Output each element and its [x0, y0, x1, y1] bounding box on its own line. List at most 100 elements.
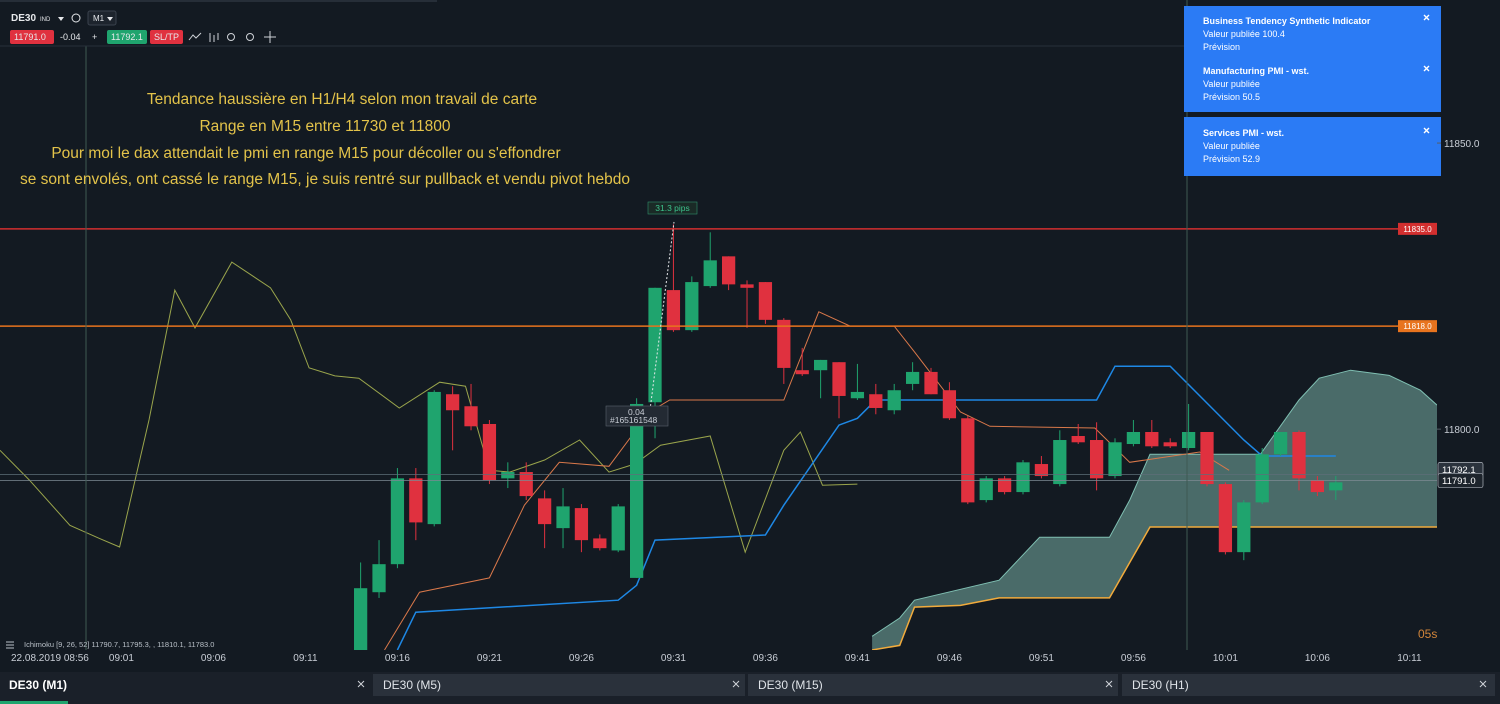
zoom-in-icon[interactable]: [246, 33, 254, 41]
x-tick-label: 09:11: [293, 653, 318, 664]
sltp-button[interactable]: [150, 30, 183, 44]
symbol[interactable]: DE30: [11, 13, 36, 24]
candle-body: [1273, 431, 1288, 455]
sell-button[interactable]: [10, 30, 54, 44]
level-tag-label: 11818.0: [1403, 322, 1432, 331]
tab-bg[interactable]: [748, 674, 1118, 696]
spread: -0.04: [60, 32, 81, 42]
tab-close[interactable]: [732, 680, 740, 688]
timer: 05s: [1418, 627, 1437, 641]
candle-body: [1255, 454, 1269, 503]
zoom-out-icon[interactable]: [227, 33, 235, 41]
dropdown-icon[interactable]: [107, 17, 113, 21]
x-tick-label: 10:11: [1397, 653, 1422, 664]
level-tag-label: 11835.0: [1403, 225, 1432, 234]
level-tag: [1398, 222, 1437, 235]
active-tab-indicator: [0, 701, 68, 704]
price-tag-label: 11792.1: [1442, 465, 1476, 476]
tab-close[interactable]: [1479, 680, 1487, 688]
candle-body: [850, 391, 865, 399]
move-icon[interactable]: [264, 31, 276, 43]
notification-box[interactable]: [1184, 6, 1441, 112]
x-tick-label: 09:46: [937, 653, 962, 664]
candle-body: [997, 478, 1012, 493]
candle-body: [519, 472, 533, 497]
info-icon[interactable]: [71, 13, 81, 23]
x-tick-label: 09:26: [569, 653, 594, 664]
tab-bg[interactable]: [1122, 674, 1495, 696]
notification-box[interactable]: [1184, 117, 1441, 176]
timeframe-box[interactable]: [87, 10, 117, 26]
plot-content: [0, 224, 1437, 650]
chart-type-icon[interactable]: [188, 32, 202, 41]
x-tick-label: 09:01: [109, 653, 134, 664]
candle-body: [1181, 431, 1196, 449]
candle-body: [1218, 484, 1233, 553]
candle-body: [666, 290, 681, 331]
dropdown-icon[interactable]: [58, 17, 64, 21]
published-label: Valeur publiée: [1203, 29, 1260, 39]
buy-button[interactable]: [107, 30, 147, 44]
indicator-legend: Ichimoku [9, 26, 52] 11790.7, 11795.3, ,…: [24, 640, 214, 649]
tab[interactable]: DE30 (M5): [383, 678, 441, 692]
measure-box: [647, 201, 698, 215]
x-tick-label: 09:36: [753, 653, 778, 664]
candle-body: [1016, 462, 1030, 493]
candle-body: [611, 506, 625, 551]
candle-body: [1034, 464, 1049, 477]
x-tick-label: 09:51: [1029, 653, 1054, 664]
order-box: [605, 405, 669, 427]
measure-change: 0.04: [628, 407, 645, 417]
candle-body: [1071, 436, 1085, 443]
notification-published: Valeur publiée: [1203, 79, 1260, 89]
chikou-line: [0, 261, 858, 554]
toolbar: DE30 IND M1 11791.0 -0.04 + 11792.1 SL/T…: [10, 10, 276, 44]
indicators-icon[interactable]: [209, 33, 219, 42]
candle-body: [961, 418, 975, 503]
symbol-badge: IND: [40, 17, 51, 23]
ask-price[interactable]: 11792.1: [111, 32, 143, 42]
forecast-value: 52.9: [1243, 154, 1261, 164]
candle-body: [758, 282, 773, 320]
notification-published: Valeur publiée 100.4: [1203, 29, 1285, 39]
tab[interactable]: DE30 (H1): [1132, 678, 1189, 692]
candle-body: [924, 371, 938, 395]
tab[interactable]: DE30 (M15): [758, 678, 823, 692]
tab[interactable]: DE30 (M1): [9, 678, 67, 692]
candle-body: [482, 423, 497, 481]
plus[interactable]: +: [92, 32, 97, 42]
timeframe[interactable]: M1: [93, 14, 105, 23]
x-tick-label: 10:06: [1305, 653, 1330, 664]
annotation: se sont envolés, ont cassé le range M15,…: [20, 171, 630, 188]
notification-published: Valeur publiée: [1203, 141, 1260, 151]
candle-body: [1145, 431, 1159, 447]
candle-body: [574, 508, 589, 541]
sltp[interactable]: SL/TP: [154, 32, 179, 42]
close-icon[interactable]: [1423, 65, 1430, 72]
tab-close[interactable]: [1105, 680, 1113, 688]
candle-body: [1200, 431, 1214, 485]
close-icon[interactable]: [1423, 127, 1430, 134]
annotation: Tendance haussière en H1/H4 selon mon tr…: [147, 91, 537, 108]
candle-body: [832, 362, 846, 396]
tab-bg[interactable]: [373, 674, 745, 696]
span_a-line: [871, 369, 1437, 637]
candle-body: [556, 506, 570, 529]
candle-body: [1310, 480, 1325, 493]
annotation: Pour moi le dax attendait le pmi en rang…: [51, 145, 560, 162]
candle-body: [1108, 442, 1122, 477]
close-icon[interactable]: [1423, 14, 1430, 21]
candle-body: [1163, 442, 1177, 447]
bid-price[interactable]: 11791.0: [14, 32, 46, 42]
candle-body: [887, 390, 901, 411]
candle-body: [390, 478, 405, 565]
notification-title: Business Tendency Synthetic Indicator: [1203, 16, 1371, 26]
annotation: Range en M15 entre 11730 et 11800: [199, 118, 450, 135]
candle-body: [372, 564, 386, 593]
tab-close[interactable]: [357, 680, 365, 688]
y-tick-label: 11850.0: [1444, 139, 1480, 150]
level-tag: [1398, 320, 1437, 333]
candle-body: [703, 260, 717, 287]
published-value: 100.4: [1262, 29, 1285, 39]
